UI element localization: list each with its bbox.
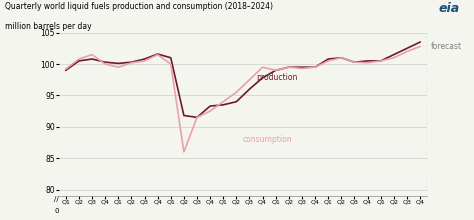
Text: consumption: consumption [243, 136, 292, 145]
Text: //: // [55, 196, 59, 202]
Text: million barrels per day: million barrels per day [5, 22, 91, 31]
Text: Quarterly world liquid fuels production and consumption (2018–2024): Quarterly world liquid fuels production … [5, 2, 273, 11]
Text: production: production [256, 73, 297, 82]
Text: forecast: forecast [430, 42, 462, 51]
Text: 0: 0 [55, 209, 59, 214]
Text: eia: eia [438, 2, 460, 15]
